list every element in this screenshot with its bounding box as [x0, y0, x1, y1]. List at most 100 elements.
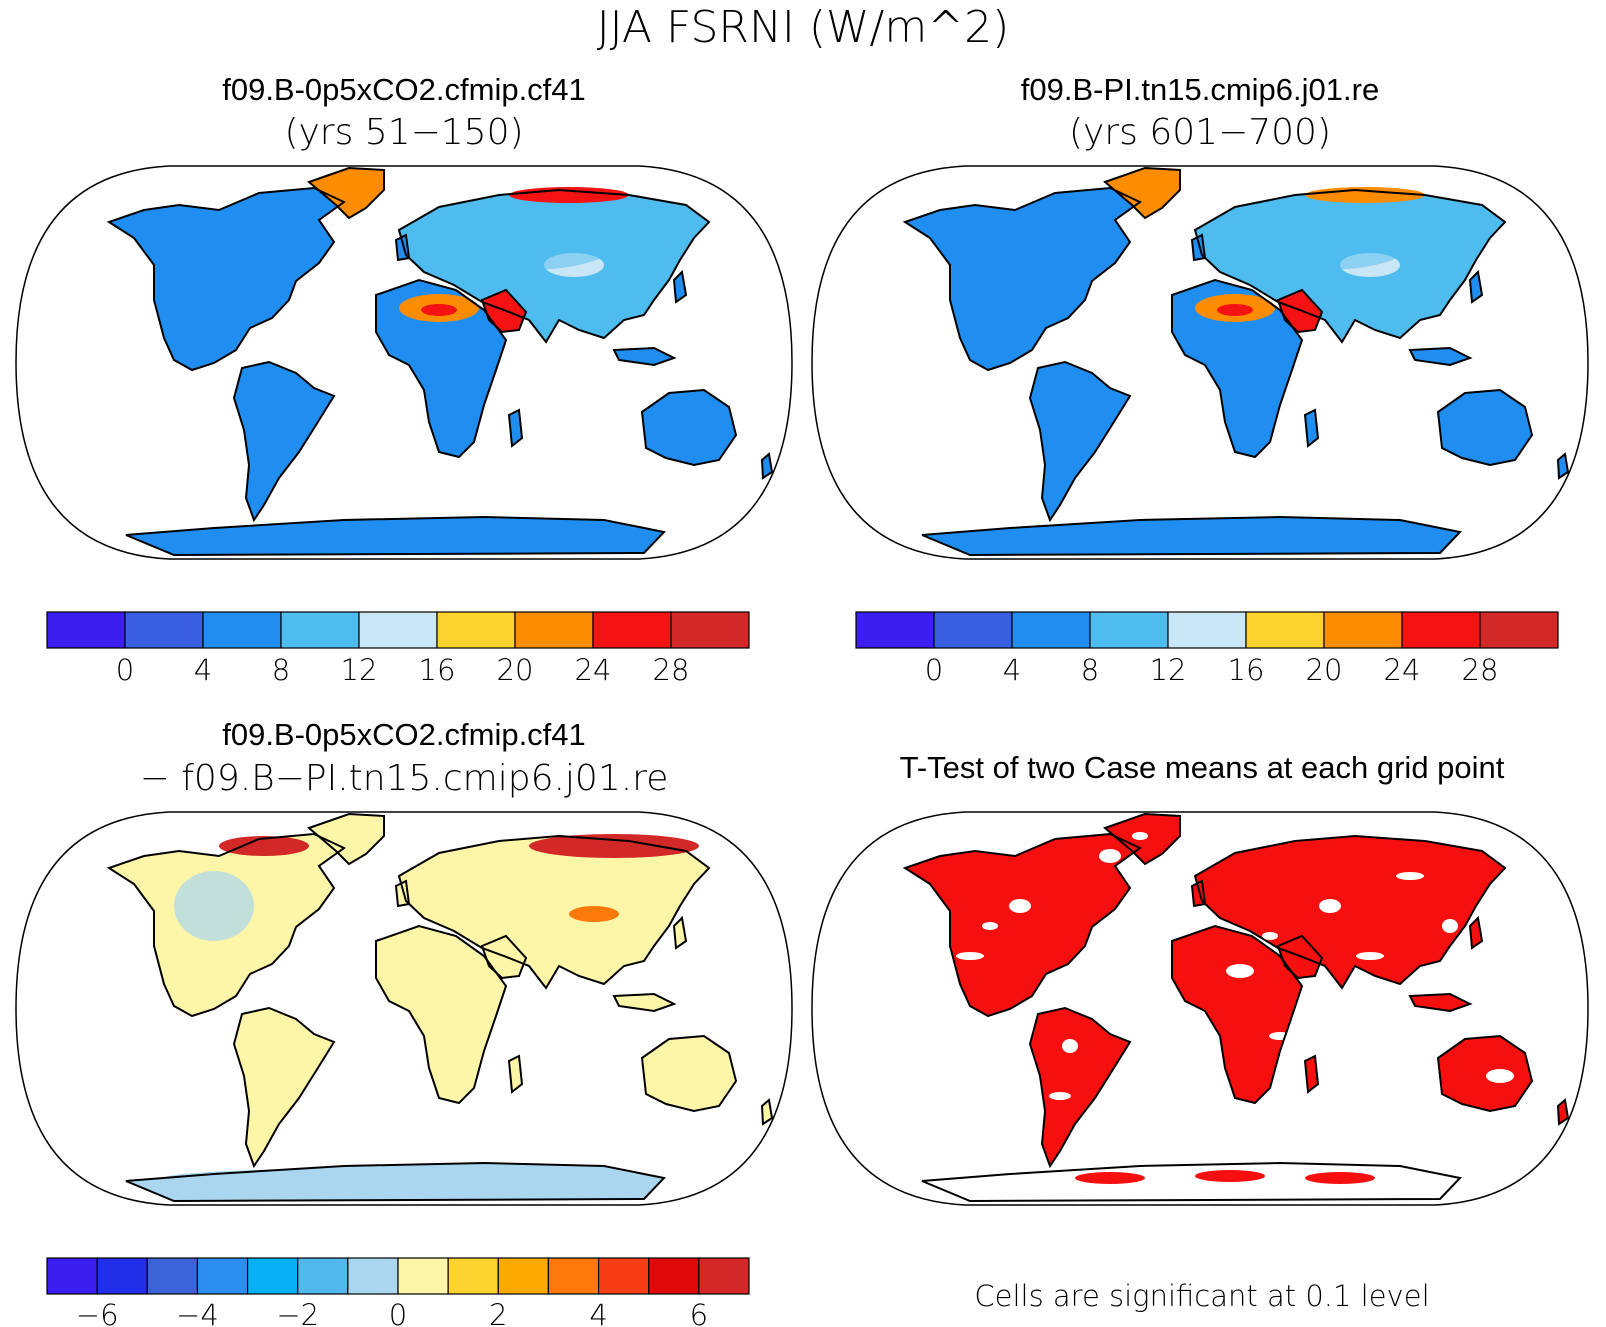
eurasia-patch: [1235, 210, 1415, 270]
coastline-ar: [480, 934, 528, 980]
land-sa: [234, 362, 334, 520]
coastline-mg: [1303, 408, 1320, 448]
coastline-eu: [397, 188, 711, 344]
map-body: [106, 166, 774, 557]
coastline-sa: [1028, 360, 1132, 523]
land-gl: [309, 814, 384, 864]
colorbar-tick-label: 28: [1462, 653, 1499, 687]
colorbar-swatch: [246, 1257, 299, 1295]
coastline-gl: [1103, 812, 1181, 866]
panel-1-subtitle: (yrs 51−150): [284, 112, 523, 153]
colorbar-swatch: [196, 1257, 249, 1295]
land-an: [126, 517, 664, 555]
nonsig-patch: [1099, 849, 1121, 863]
colorbar-tick-label: 24: [575, 653, 612, 687]
arctic-coast-patch: [1305, 187, 1425, 203]
land-eu: [399, 836, 709, 988]
colorbar-tick-label: 12: [341, 653, 378, 687]
coastline-ar: [1276, 288, 1324, 334]
map-panel-ttest: [811, 811, 1589, 1206]
colorbar-swatch: [1479, 611, 1559, 649]
coastline-eu: [397, 834, 711, 990]
coastline-mg: [1303, 1054, 1320, 1094]
map-body: [106, 812, 774, 1203]
land-au: [642, 390, 736, 465]
coastline-id: [1408, 346, 1473, 367]
coastline-an: [125, 515, 666, 557]
colorbar-swatch: [1323, 611, 1403, 649]
map-outline: [811, 165, 1589, 560]
map-outline: [811, 811, 1589, 1206]
coastline-an: [921, 1161, 1462, 1203]
coastline-id: [612, 992, 677, 1013]
colorbar-tick-label: 4: [589, 1298, 607, 1327]
map-outline: [15, 811, 793, 1206]
coastline-ar: [480, 288, 528, 334]
colorbar-tick-label: 20: [497, 653, 534, 687]
colorbar-swatch: [397, 1257, 449, 1295]
colorbar-tick-label: 6: [690, 1298, 708, 1327]
nonsig-patch: [1226, 964, 1254, 978]
colorbar-swatch: [202, 611, 282, 649]
coastline-na: [902, 186, 1142, 372]
arctic-coast-patch: [529, 834, 699, 858]
sahara-core: [421, 304, 457, 316]
coastline-af: [375, 924, 508, 1105]
antarctic-sig-patch: [1075, 1172, 1145, 1184]
coastline-gl: [307, 166, 385, 220]
colorbar-tick-label: 16: [419, 653, 456, 687]
colorbar-swatch: [855, 611, 935, 649]
land-sa: [1030, 362, 1130, 520]
coastline-na: [902, 832, 1142, 1018]
na-cool-patch: [174, 871, 254, 941]
colorbar-swatch: [280, 611, 360, 649]
coastline-sa: [1028, 1006, 1132, 1169]
sahara-core: [1217, 304, 1253, 316]
colorbar-tick-label: 16: [1228, 653, 1265, 687]
land-af: [1172, 280, 1302, 457]
coastline-uk: [394, 879, 411, 908]
land-na: [905, 188, 1140, 370]
colorbar-difference: −6 −4 −2 0 2 4 6: [46, 1257, 750, 1327]
coastline-id: [1408, 992, 1473, 1013]
panel-1-title: f09.B-0p5xCO2.cfmip.cf41: [222, 72, 586, 107]
land-au: [1438, 1036, 1532, 1111]
colorbar-swatch: [358, 611, 438, 649]
coastline-nz: [760, 452, 774, 480]
colorbar-swatch: [497, 1257, 550, 1295]
greenland-patch: [1128, 172, 1172, 192]
map-body: [902, 812, 1570, 1203]
land-au: [1438, 390, 1532, 465]
land-au: [642, 1036, 736, 1111]
colorbar-swatch: [648, 1257, 700, 1295]
colorbar-tick-label: −4: [176, 1298, 219, 1327]
colorbar-swatch: [1245, 611, 1325, 649]
coastline-na: [106, 186, 346, 372]
colorbar-swatch: [297, 1257, 349, 1295]
land-af: [1172, 926, 1302, 1103]
nonsig-patch: [1486, 1069, 1514, 1083]
colorbar-case2: 0 4 8 12 16 20 24 28: [855, 611, 1559, 687]
land-af: [376, 280, 506, 457]
colorbar-tick-label: 0: [389, 1298, 407, 1327]
colorbar-tick-label: 4: [1003, 653, 1021, 687]
colorbar-tick-label: −6: [76, 1298, 119, 1327]
land-mg: [1305, 410, 1318, 446]
coastline-nz: [760, 1098, 774, 1126]
colorbar-swatch: [146, 1257, 199, 1295]
coastline-af: [1171, 278, 1304, 459]
coastline-au: [640, 1034, 738, 1113]
coastline-jp: [1468, 915, 1484, 950]
nonsig-patch: [1356, 952, 1384, 960]
colorbar-swatch: [46, 611, 126, 649]
colorbar-case1: 0 4 8 12 16 20 24 28: [46, 611, 750, 687]
coastline-id: [612, 346, 677, 367]
colorbar-swatch: [597, 1257, 650, 1295]
colorbar-tick-label: 12: [1150, 653, 1187, 687]
coastline-uk: [394, 233, 411, 262]
nonsig-patch: [1442, 919, 1458, 933]
map-panel-case2: [811, 165, 1589, 560]
coastline-jp: [672, 269, 688, 304]
colorbar-swatch: [1401, 611, 1481, 649]
coastline-sa: [232, 1006, 336, 1169]
